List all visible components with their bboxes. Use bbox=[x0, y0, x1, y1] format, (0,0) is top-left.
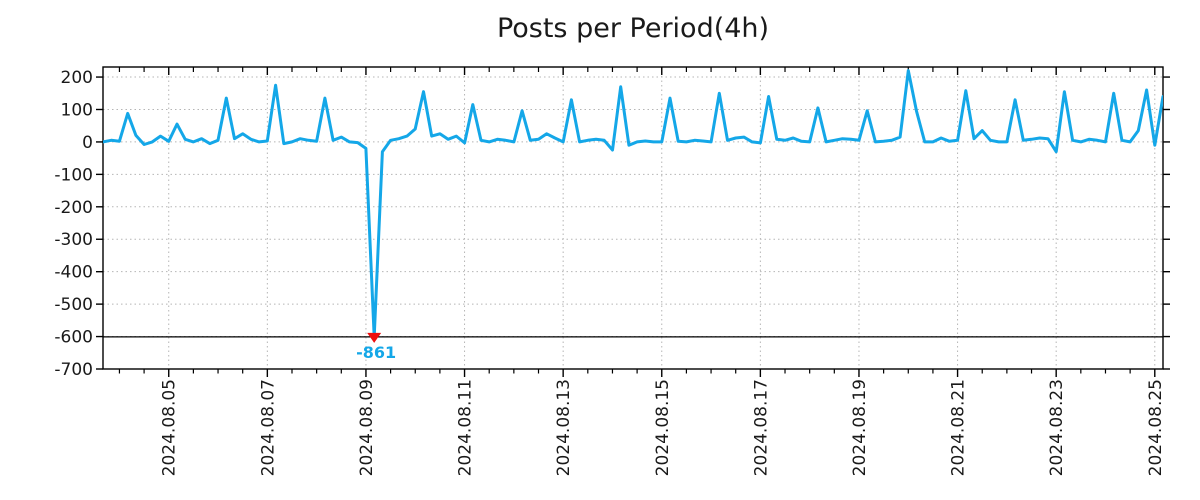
y-tick-label: 100 bbox=[61, 100, 93, 120]
x-tick-label: 2024.08.09 bbox=[357, 379, 377, 476]
y-tick-label: -700 bbox=[54, 360, 93, 380]
y-tick-label: -500 bbox=[54, 295, 93, 315]
y-tick-label: 200 bbox=[61, 68, 93, 88]
x-tick-label: 2024.08.15 bbox=[653, 379, 673, 476]
y-tick-label: -300 bbox=[54, 230, 93, 250]
x-tick-label: 2024.08.23 bbox=[1047, 379, 1067, 476]
y-tick-label: 0 bbox=[82, 133, 93, 153]
y-tick-label: -400 bbox=[54, 263, 93, 283]
x-tick-label: 2024.08.07 bbox=[258, 379, 278, 476]
min-annotation-label: -861 bbox=[356, 343, 396, 362]
x-tick-label: 2024.08.11 bbox=[456, 379, 476, 476]
series-line bbox=[103, 69, 1163, 339]
y-tick-label: -600 bbox=[54, 328, 93, 348]
y-tick-label: -200 bbox=[54, 198, 93, 218]
x-tick-label: 2024.08.21 bbox=[949, 379, 969, 476]
x-tick-label: 2024.08.17 bbox=[751, 379, 771, 476]
min-marker-icon bbox=[367, 332, 382, 343]
x-tick-label: 2024.08.25 bbox=[1146, 379, 1166, 476]
x-tick-label: 2024.08.19 bbox=[850, 379, 870, 476]
y-tick-label: -100 bbox=[54, 165, 93, 185]
x-tick-label: 2024.08.05 bbox=[160, 379, 180, 476]
axes-frame bbox=[102, 66, 1164, 370]
x-tick-label: 2024.08.13 bbox=[554, 379, 574, 476]
chart-title: Posts per Period(4h) bbox=[496, 13, 770, 44]
